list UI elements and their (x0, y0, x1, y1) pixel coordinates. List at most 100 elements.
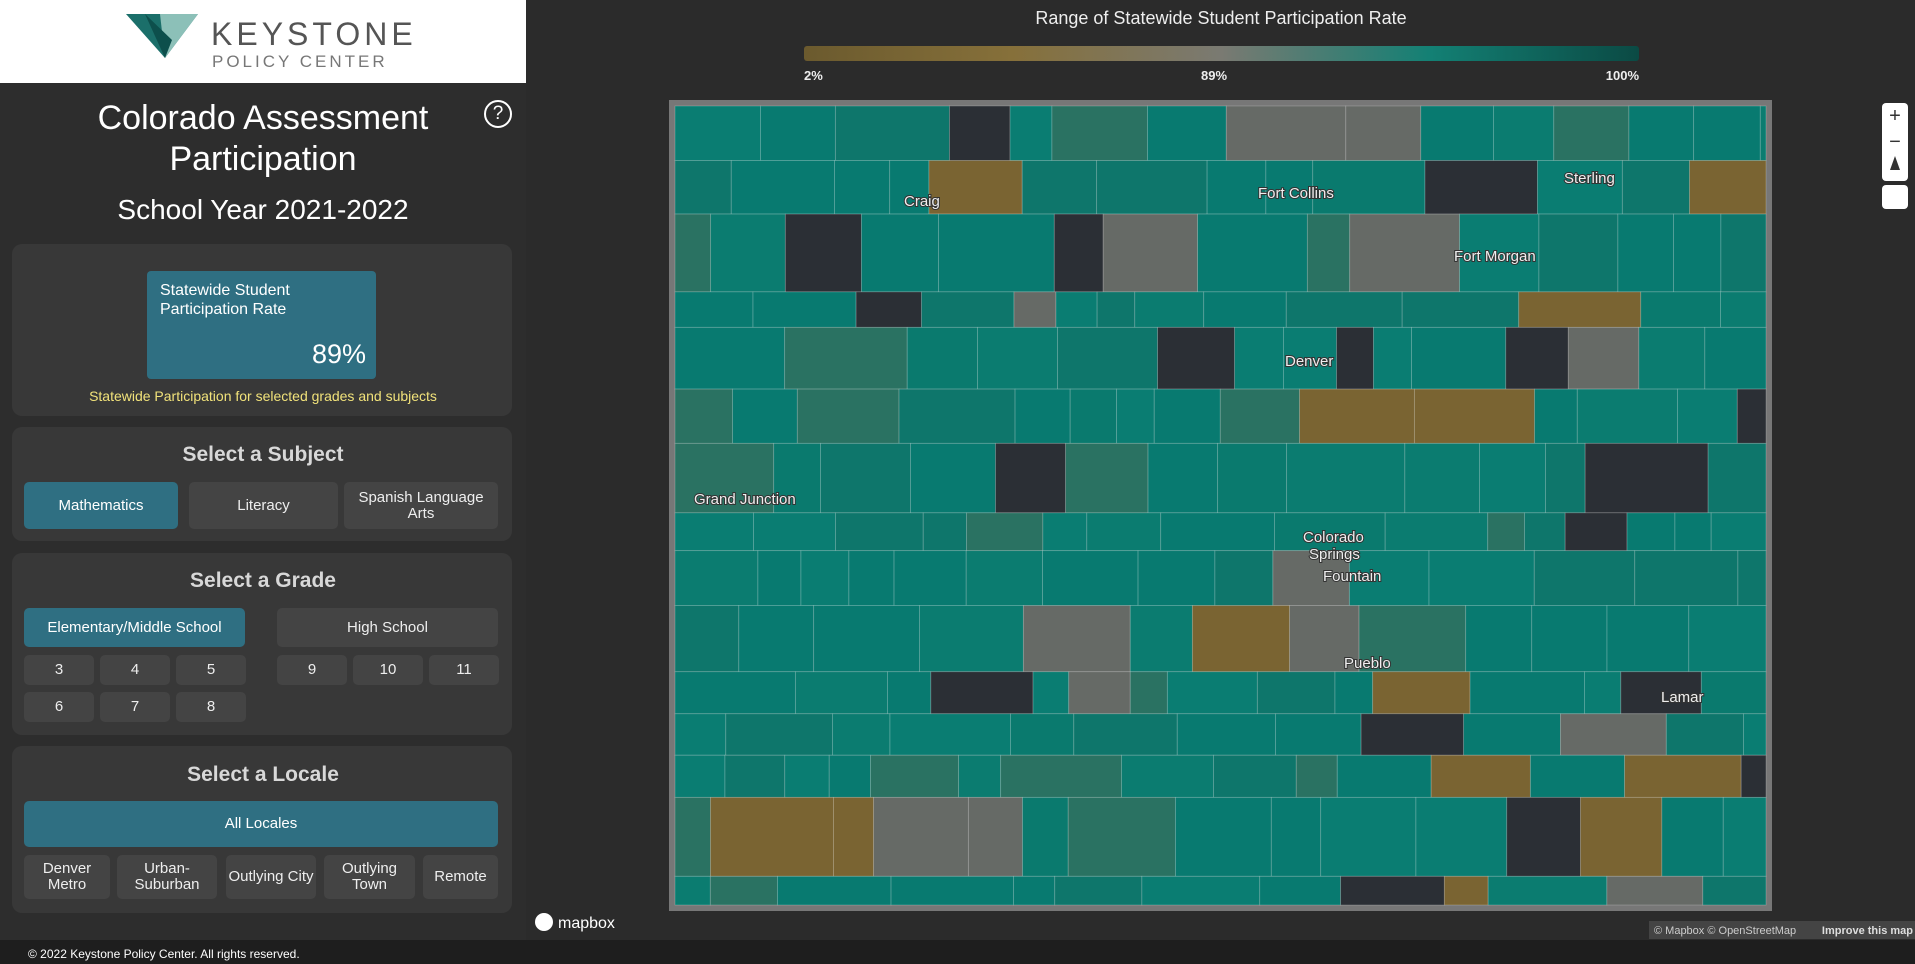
district[interactable] (674, 605, 740, 673)
district[interactable] (1336, 326, 1374, 390)
district[interactable] (1567, 326, 1640, 390)
district[interactable] (1234, 326, 1284, 390)
district[interactable] (906, 326, 978, 390)
grade-button[interactable]: 7 (100, 692, 170, 722)
district[interactable] (1469, 671, 1585, 715)
district[interactable] (1086, 512, 1162, 552)
district[interactable] (1225, 105, 1347, 161)
district[interactable] (834, 160, 891, 215)
district[interactable] (855, 291, 922, 328)
district[interactable] (1057, 326, 1158, 390)
district[interactable] (1580, 796, 1663, 877)
compass[interactable] (1890, 156, 1900, 170)
grade-button[interactable]: 8 (176, 692, 246, 722)
district[interactable] (674, 875, 711, 906)
district[interactable] (1051, 105, 1148, 161)
subject-button[interactable]: Mathematics (24, 482, 178, 529)
locale-button[interactable]: Outlying City (226, 855, 316, 899)
subject-button[interactable]: Literacy (189, 482, 338, 529)
district[interactable] (1674, 512, 1712, 552)
district[interactable] (674, 713, 727, 756)
district[interactable] (1584, 671, 1622, 715)
district[interactable] (796, 388, 900, 444)
district[interactable] (860, 213, 940, 293)
district[interactable] (730, 160, 835, 215)
district[interactable] (1129, 671, 1168, 715)
district[interactable] (1096, 160, 1208, 215)
district[interactable] (870, 754, 960, 798)
district[interactable] (1068, 671, 1131, 715)
district[interactable] (1736, 388, 1767, 444)
district[interactable] (674, 160, 732, 215)
district[interactable] (898, 388, 1016, 444)
district[interactable] (1404, 442, 1480, 514)
district[interactable] (1702, 875, 1767, 906)
district[interactable] (1722, 796, 1767, 877)
district[interactable] (1054, 875, 1143, 906)
fullscreen-button[interactable] (1882, 185, 1908, 209)
district[interactable] (1286, 442, 1406, 514)
district[interactable] (1638, 326, 1706, 390)
district[interactable] (1334, 671, 1374, 715)
district[interactable] (1420, 105, 1494, 161)
district[interactable] (674, 388, 733, 444)
district[interactable] (1620, 671, 1702, 715)
district[interactable] (930, 671, 1034, 715)
district[interactable] (1401, 291, 1520, 328)
district[interactable] (1740, 754, 1767, 798)
district[interactable] (1217, 442, 1288, 514)
district[interactable] (1720, 213, 1767, 293)
district[interactable] (1743, 713, 1767, 756)
grade-button[interactable]: 3 (24, 655, 94, 685)
grade-button[interactable]: 6 (24, 692, 94, 722)
district[interactable] (1272, 550, 1350, 606)
district[interactable] (674, 796, 711, 877)
district[interactable] (1411, 326, 1507, 390)
grade-button[interactable]: 4 (100, 655, 170, 685)
district[interactable] (1479, 442, 1546, 514)
district[interactable] (1121, 754, 1214, 798)
district[interactable] (832, 713, 891, 756)
district[interactable] (1096, 291, 1136, 328)
district[interactable] (1191, 605, 1290, 673)
district[interactable] (1628, 105, 1695, 161)
district[interactable] (977, 326, 1059, 390)
district[interactable] (1487, 875, 1608, 906)
district[interactable] (1463, 713, 1561, 756)
district[interactable] (1021, 160, 1098, 215)
district[interactable] (752, 291, 857, 328)
district[interactable] (1160, 512, 1275, 552)
district[interactable] (674, 326, 786, 390)
district[interactable] (738, 605, 815, 673)
grade-level-button[interactable]: Elementary/Middle School (24, 608, 245, 647)
district[interactable] (949, 105, 1011, 161)
district[interactable] (1010, 713, 1075, 756)
improve-link[interactable]: Improve this map (1822, 925, 1913, 937)
district[interactable] (1289, 605, 1360, 673)
district[interactable] (1134, 291, 1205, 328)
district[interactable] (674, 213, 712, 293)
help-button[interactable]: ? (484, 100, 512, 128)
district[interactable] (1153, 388, 1221, 444)
district[interactable] (784, 326, 908, 390)
district[interactable] (1693, 105, 1761, 161)
district[interactable] (1013, 291, 1057, 328)
district[interactable] (1259, 875, 1342, 906)
district[interactable] (887, 671, 932, 715)
district[interactable] (674, 550, 759, 606)
district[interactable] (753, 512, 836, 552)
district[interactable] (1576, 388, 1678, 444)
all-locales-button[interactable]: All Locales (24, 801, 498, 847)
district[interactable] (1545, 442, 1586, 514)
district[interactable] (1537, 160, 1623, 215)
district[interactable] (1206, 160, 1267, 215)
district[interactable] (1373, 326, 1413, 390)
district[interactable] (1203, 291, 1287, 328)
district[interactable] (784, 213, 862, 293)
district[interactable] (1624, 754, 1742, 798)
district[interactable] (1564, 512, 1628, 552)
district[interactable] (725, 713, 833, 756)
district[interactable] (1529, 754, 1626, 798)
district[interactable] (1141, 875, 1261, 906)
district[interactable] (1042, 550, 1139, 606)
